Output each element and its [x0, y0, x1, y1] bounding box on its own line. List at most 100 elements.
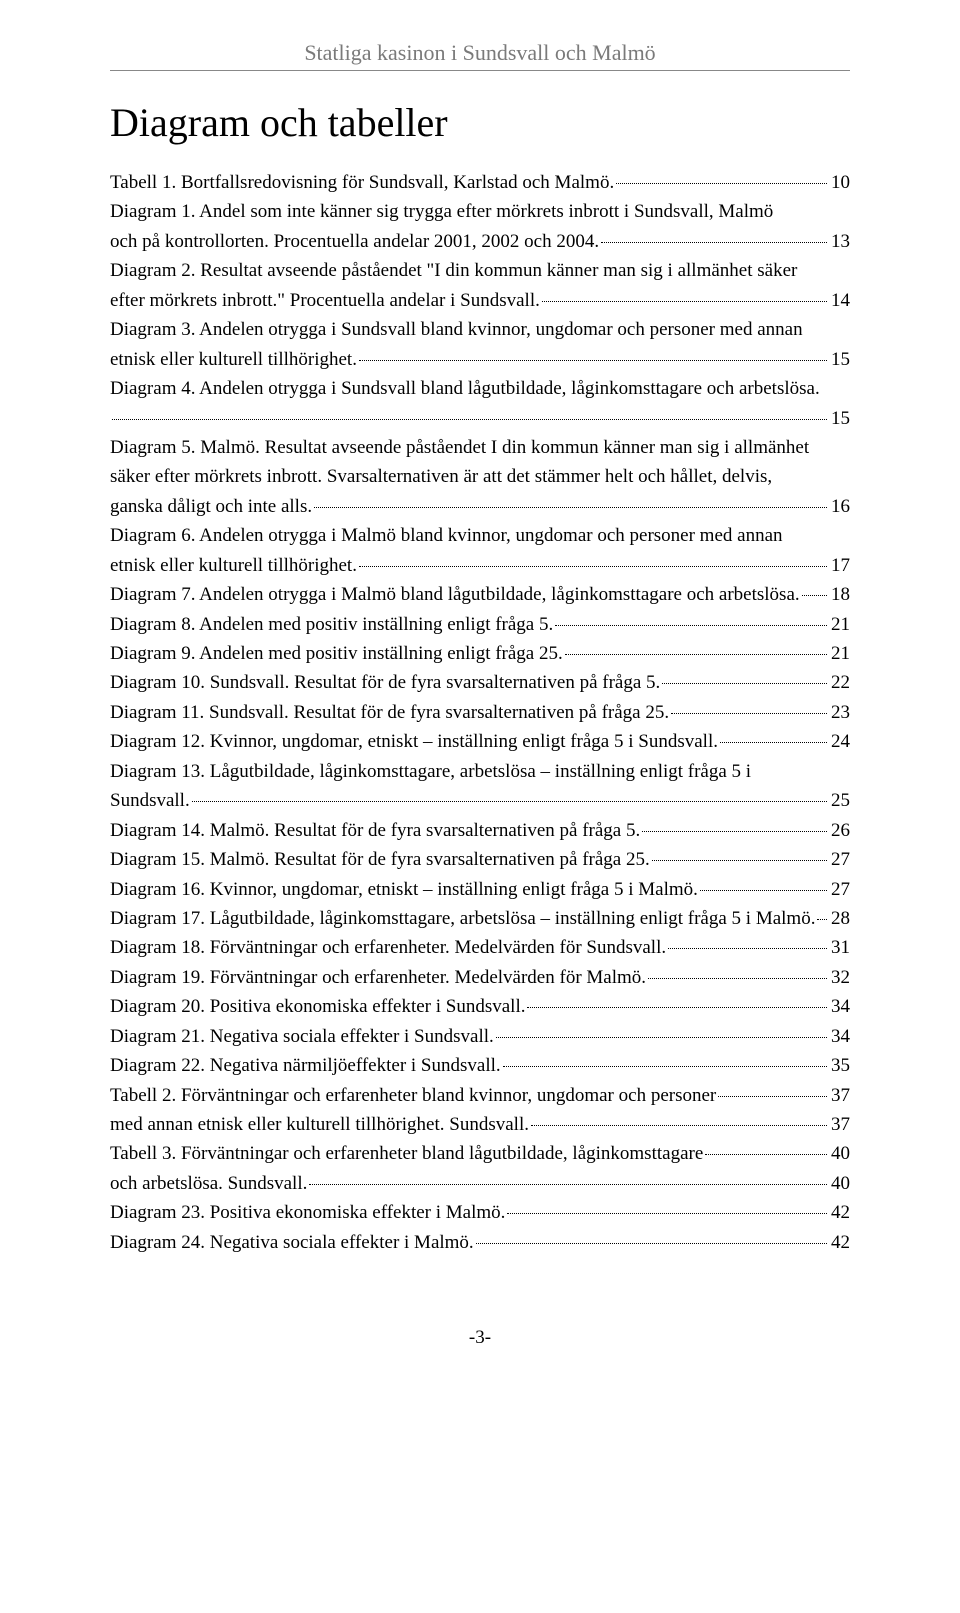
- toc-page: 42: [829, 1228, 850, 1257]
- toc-page: 40: [829, 1169, 850, 1198]
- page-number: -3-: [110, 1327, 850, 1349]
- toc-text-line: Diagram 4. Andelen otrygga i Sundsvall b…: [110, 374, 850, 403]
- toc-entry: Tabell 1. Bortfallsredovisning för Sunds…: [110, 168, 850, 197]
- toc-entry: Diagram 9. Andelen med positiv inställni…: [110, 639, 850, 668]
- toc-text: med annan etnisk eller kulturell tillhör…: [110, 1110, 529, 1139]
- toc-entry: Diagram 11. Sundsvall. Resultat för de f…: [110, 698, 850, 727]
- toc-page: 15: [829, 404, 850, 433]
- toc-leader: [700, 890, 827, 891]
- toc-text: och arbetslösa. Sundsvall.: [110, 1169, 307, 1198]
- toc-text-line: Diagram 5. Malmö. Resultat avseende påst…: [110, 433, 850, 462]
- toc-text: och på kontrollorten. Procentuella andel…: [110, 227, 599, 256]
- toc-entry: och arbetslösa. Sundsvall. 40: [110, 1169, 850, 1198]
- toc-page: 27: [829, 845, 850, 874]
- toc-entry: Diagram 14. Malmö. Resultat för de fyra …: [110, 816, 850, 845]
- running-head: Statliga kasinon i Sundsvall och Malmö: [110, 40, 850, 66]
- toc-leader: [648, 978, 827, 979]
- toc-text-line: Diagram 1. Andel som inte känner sig try…: [110, 197, 850, 226]
- toc-page: 35: [829, 1051, 850, 1080]
- toc-text: Diagram 9. Andelen med positiv inställni…: [110, 639, 563, 668]
- toc-leader: [718, 1096, 827, 1097]
- toc-leader: [507, 1213, 827, 1214]
- toc-text-line: Diagram 13. Lågutbildade, låginkomsttaga…: [110, 757, 850, 786]
- toc-entry: Diagram 18. Förväntningar och erfarenhet…: [110, 933, 850, 962]
- toc-page: 42: [829, 1198, 850, 1227]
- toc-leader: [359, 360, 827, 361]
- toc-text: Diagram 19. Förväntningar och erfarenhet…: [110, 963, 646, 992]
- toc-entry: Diagram 7. Andelen otrygga i Malmö bland…: [110, 580, 850, 609]
- toc-leader: [555, 625, 827, 626]
- toc-leader: [496, 1037, 827, 1038]
- toc-leader: [565, 654, 827, 655]
- toc-page: 17: [829, 551, 850, 580]
- toc-leader: [652, 860, 827, 861]
- toc-leader: [720, 742, 827, 743]
- toc-entry: Diagram 15. Malmö. Resultat för de fyra …: [110, 845, 850, 874]
- toc-leader: [503, 1066, 827, 1067]
- toc-text-line: Diagram 2. Resultat avseende påståendet …: [110, 256, 850, 285]
- toc-leader: [802, 595, 827, 596]
- toc-text: Diagram 15. Malmö. Resultat för de fyra …: [110, 845, 650, 874]
- toc-page: 34: [829, 992, 850, 1021]
- toc-text: Diagram 11. Sundsvall. Resultat för de f…: [110, 698, 669, 727]
- toc-text-line: säker efter mörkrets inbrott. Svarsalter…: [110, 462, 850, 491]
- toc-page: 28: [829, 904, 850, 933]
- toc-page: 37: [829, 1081, 850, 1110]
- toc-leader: [642, 831, 827, 832]
- toc-page: 23: [829, 698, 850, 727]
- toc-page: 24: [829, 727, 850, 756]
- toc-entry: etnisk eller kulturell tillhörighet. 17: [110, 551, 850, 580]
- toc-page: 15: [829, 345, 850, 374]
- toc-entry: ganska dåligt och inte alls. 16: [110, 492, 850, 521]
- toc-text: Diagram 14. Malmö. Resultat för de fyra …: [110, 816, 640, 845]
- toc-page: 40: [829, 1139, 850, 1168]
- toc-text: efter mörkrets inbrott." Procentuella an…: [110, 286, 540, 315]
- toc-leader: [601, 242, 827, 243]
- toc-leader: [662, 683, 827, 684]
- toc-text-line: Diagram 3. Andelen otrygga i Sundsvall b…: [110, 315, 850, 344]
- toc-entry: Diagram 16. Kvinnor, ungdomar, etniskt –…: [110, 875, 850, 904]
- toc-entry: Diagram 19. Förväntningar och erfarenhet…: [110, 963, 850, 992]
- toc-page: 26: [829, 816, 850, 845]
- toc-text: etnisk eller kulturell tillhörighet.: [110, 551, 357, 580]
- toc-page: 21: [829, 639, 850, 668]
- toc-page: 32: [829, 963, 850, 992]
- toc-text: Diagram 23. Positiva ekonomiska effekter…: [110, 1198, 505, 1227]
- toc-text: Tabell 2. Förväntningar och erfarenheter…: [110, 1081, 716, 1110]
- toc-leader: [817, 919, 827, 920]
- toc-leader: [531, 1125, 827, 1126]
- toc-text: Diagram 7. Andelen otrygga i Malmö bland…: [110, 580, 800, 609]
- toc-page: 34: [829, 1022, 850, 1051]
- toc-leader: [668, 948, 827, 949]
- toc-entry: Diagram 17. Lågutbildade, låginkomsttaga…: [110, 904, 850, 933]
- toc-entry: Diagram 22. Negativa närmiljöeffekter i …: [110, 1051, 850, 1080]
- toc-entry: Diagram 10. Sundsvall. Resultat för de f…: [110, 668, 850, 697]
- toc-text: Diagram 17. Lågutbildade, låginkomsttaga…: [110, 904, 815, 933]
- toc-leader: [309, 1184, 827, 1185]
- toc-text: Tabell 3. Förväntningar och erfarenheter…: [110, 1139, 703, 1168]
- toc-entry: etnisk eller kulturell tillhörighet.15: [110, 345, 850, 374]
- toc-text-line: Diagram 6. Andelen otrygga i Malmö bland…: [110, 521, 850, 550]
- toc-text: Diagram 16. Kvinnor, ungdomar, etniskt –…: [110, 875, 698, 904]
- toc-entry: efter mörkrets inbrott." Procentuella an…: [110, 286, 850, 315]
- toc-text: Diagram 20. Positiva ekonomiska effekter…: [110, 992, 525, 1021]
- section-title: Diagram och tabeller: [110, 99, 850, 146]
- toc-page: 16: [829, 492, 850, 521]
- toc-page: 25: [829, 786, 850, 815]
- toc-text: Diagram 18. Förväntningar och erfarenhet…: [110, 933, 666, 962]
- toc-page: 22: [829, 668, 850, 697]
- toc-entry: Tabell 2. Förväntningar och erfarenheter…: [110, 1081, 850, 1110]
- toc-text: Sundsvall.: [110, 786, 190, 815]
- toc-entry: Sundsvall. 25: [110, 786, 850, 815]
- toc-text: ganska dåligt och inte alls.: [110, 492, 312, 521]
- toc-page: 21: [829, 610, 850, 639]
- toc-leader: [705, 1154, 827, 1155]
- table-of-contents: Tabell 1. Bortfallsredovisning för Sunds…: [110, 168, 850, 1257]
- toc-entry: Diagram 21. Negativa sociala effekter i …: [110, 1022, 850, 1051]
- toc-page: 13: [829, 227, 850, 256]
- toc-leader: [112, 419, 827, 420]
- toc-entry: med annan etnisk eller kulturell tillhör…: [110, 1110, 850, 1139]
- toc-text: Diagram 10. Sundsvall. Resultat för de f…: [110, 668, 660, 697]
- toc-entry: Diagram 8. Andelen med positiv inställni…: [110, 610, 850, 639]
- toc-page: 27: [829, 875, 850, 904]
